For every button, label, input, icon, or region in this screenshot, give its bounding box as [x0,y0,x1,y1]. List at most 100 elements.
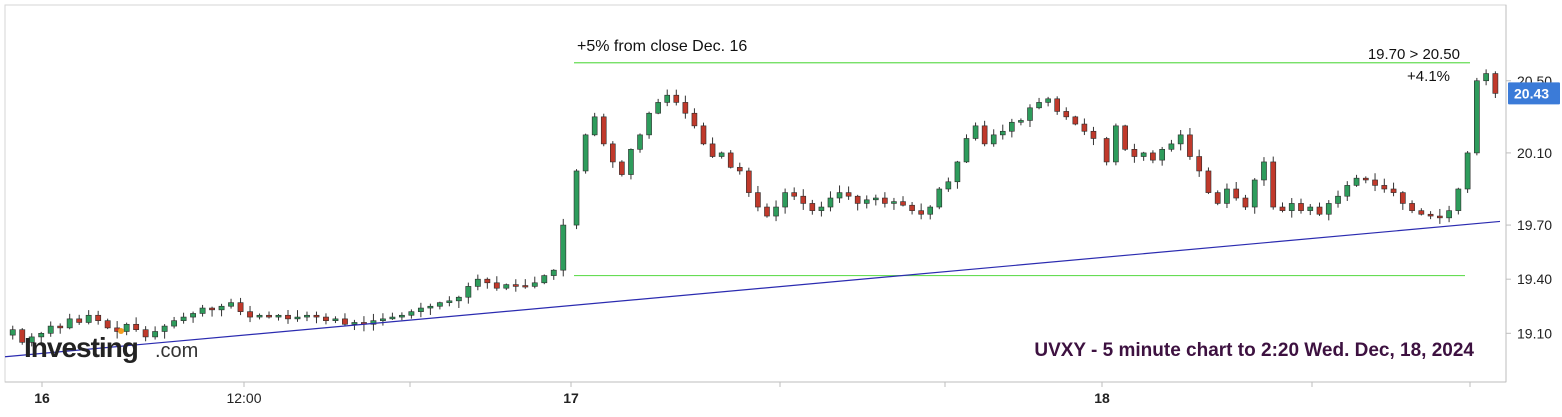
candle-body [522,285,529,288]
candle-body [550,269,557,276]
candle-body [1072,116,1079,125]
candle [972,122,979,141]
candle-body [9,329,16,336]
candle-body [304,314,310,318]
candle-body [1335,195,1341,204]
candle [1196,149,1203,177]
candle-body [85,314,92,323]
candle [332,316,339,324]
candle [863,195,870,209]
candle-body [591,116,598,136]
time-tick-label: 12:00 [226,390,261,406]
support-trendline [4,220,1501,358]
candle [1187,127,1193,160]
candle-body [854,195,861,204]
candle [927,205,934,220]
candle-body [180,316,187,321]
candle-body [1063,111,1070,118]
candle [1325,200,1332,221]
candle-body [247,311,253,318]
candle [600,113,607,147]
candle [891,197,897,210]
candle [999,124,1006,140]
candle-body [764,206,770,217]
annotation-from-close: +5% from close Dec. 16 [577,38,747,55]
candle-body [909,204,915,211]
candle-body [1009,121,1015,132]
candle [133,317,140,332]
investing-logo-brand: Investing [24,332,138,363]
candle-body [408,311,415,316]
candle [19,328,26,345]
candle-body [1113,125,1119,163]
candle-body [1131,149,1138,157]
candle-body [28,336,35,343]
candle-body [1492,73,1499,94]
candle [1335,190,1341,208]
candle-body [900,201,906,206]
candle-body [1372,179,1378,186]
candle-body [791,192,797,197]
time-axis-tick-marks [41,382,1471,387]
last-price-label: 20.43 [1514,85,1549,101]
candle-body [972,125,979,139]
candle-body [1483,73,1489,82]
candle [1307,204,1314,216]
candle [474,274,481,291]
candle-body [746,170,752,193]
candle-body [313,314,320,318]
time-tick-label: 18 [1094,390,1110,406]
candle [954,160,961,189]
time-tick-label: 17 [563,390,579,406]
candle-body [1279,206,1286,211]
candle [582,133,589,174]
candle-body [1390,188,1397,193]
candle-body [673,94,680,103]
candle-body [1427,213,1434,217]
candle [637,133,643,153]
candle-body [1362,177,1369,181]
candle-body [628,149,634,175]
time-axis-labels: 16 12:00 17 18 [34,390,1110,406]
candle [1353,174,1360,187]
candle [628,148,634,180]
candle-body [1122,125,1128,150]
candle [1270,156,1277,210]
candle [1205,167,1212,195]
candle-body [209,307,215,311]
candle [180,312,187,324]
candle [1474,77,1480,156]
candle-body [266,314,272,318]
candle [455,295,462,308]
candle-body [963,138,970,163]
candle [1316,202,1323,216]
candle [1054,96,1060,115]
candle-body [446,300,453,303]
candle-body [351,322,358,325]
candle-body [76,318,83,323]
candle [818,201,825,217]
candle [836,185,843,203]
candle-body [981,125,988,145]
candle-body [152,331,159,338]
candle-body [1045,98,1051,103]
candle-body [275,314,282,318]
candle [646,111,652,139]
candle [1131,143,1138,163]
candle-body [882,197,888,204]
candle [104,318,111,330]
candle-body [1177,134,1184,145]
candle-body [718,152,725,157]
candle-body [637,134,643,150]
candle-body [1103,138,1110,163]
candle-body [1159,149,1166,161]
candle-body [873,197,879,201]
candle [1455,187,1462,215]
candle-body [19,329,26,343]
candle [389,312,396,320]
candle-body [800,195,807,204]
candle [541,274,548,285]
candle-body [827,197,834,208]
